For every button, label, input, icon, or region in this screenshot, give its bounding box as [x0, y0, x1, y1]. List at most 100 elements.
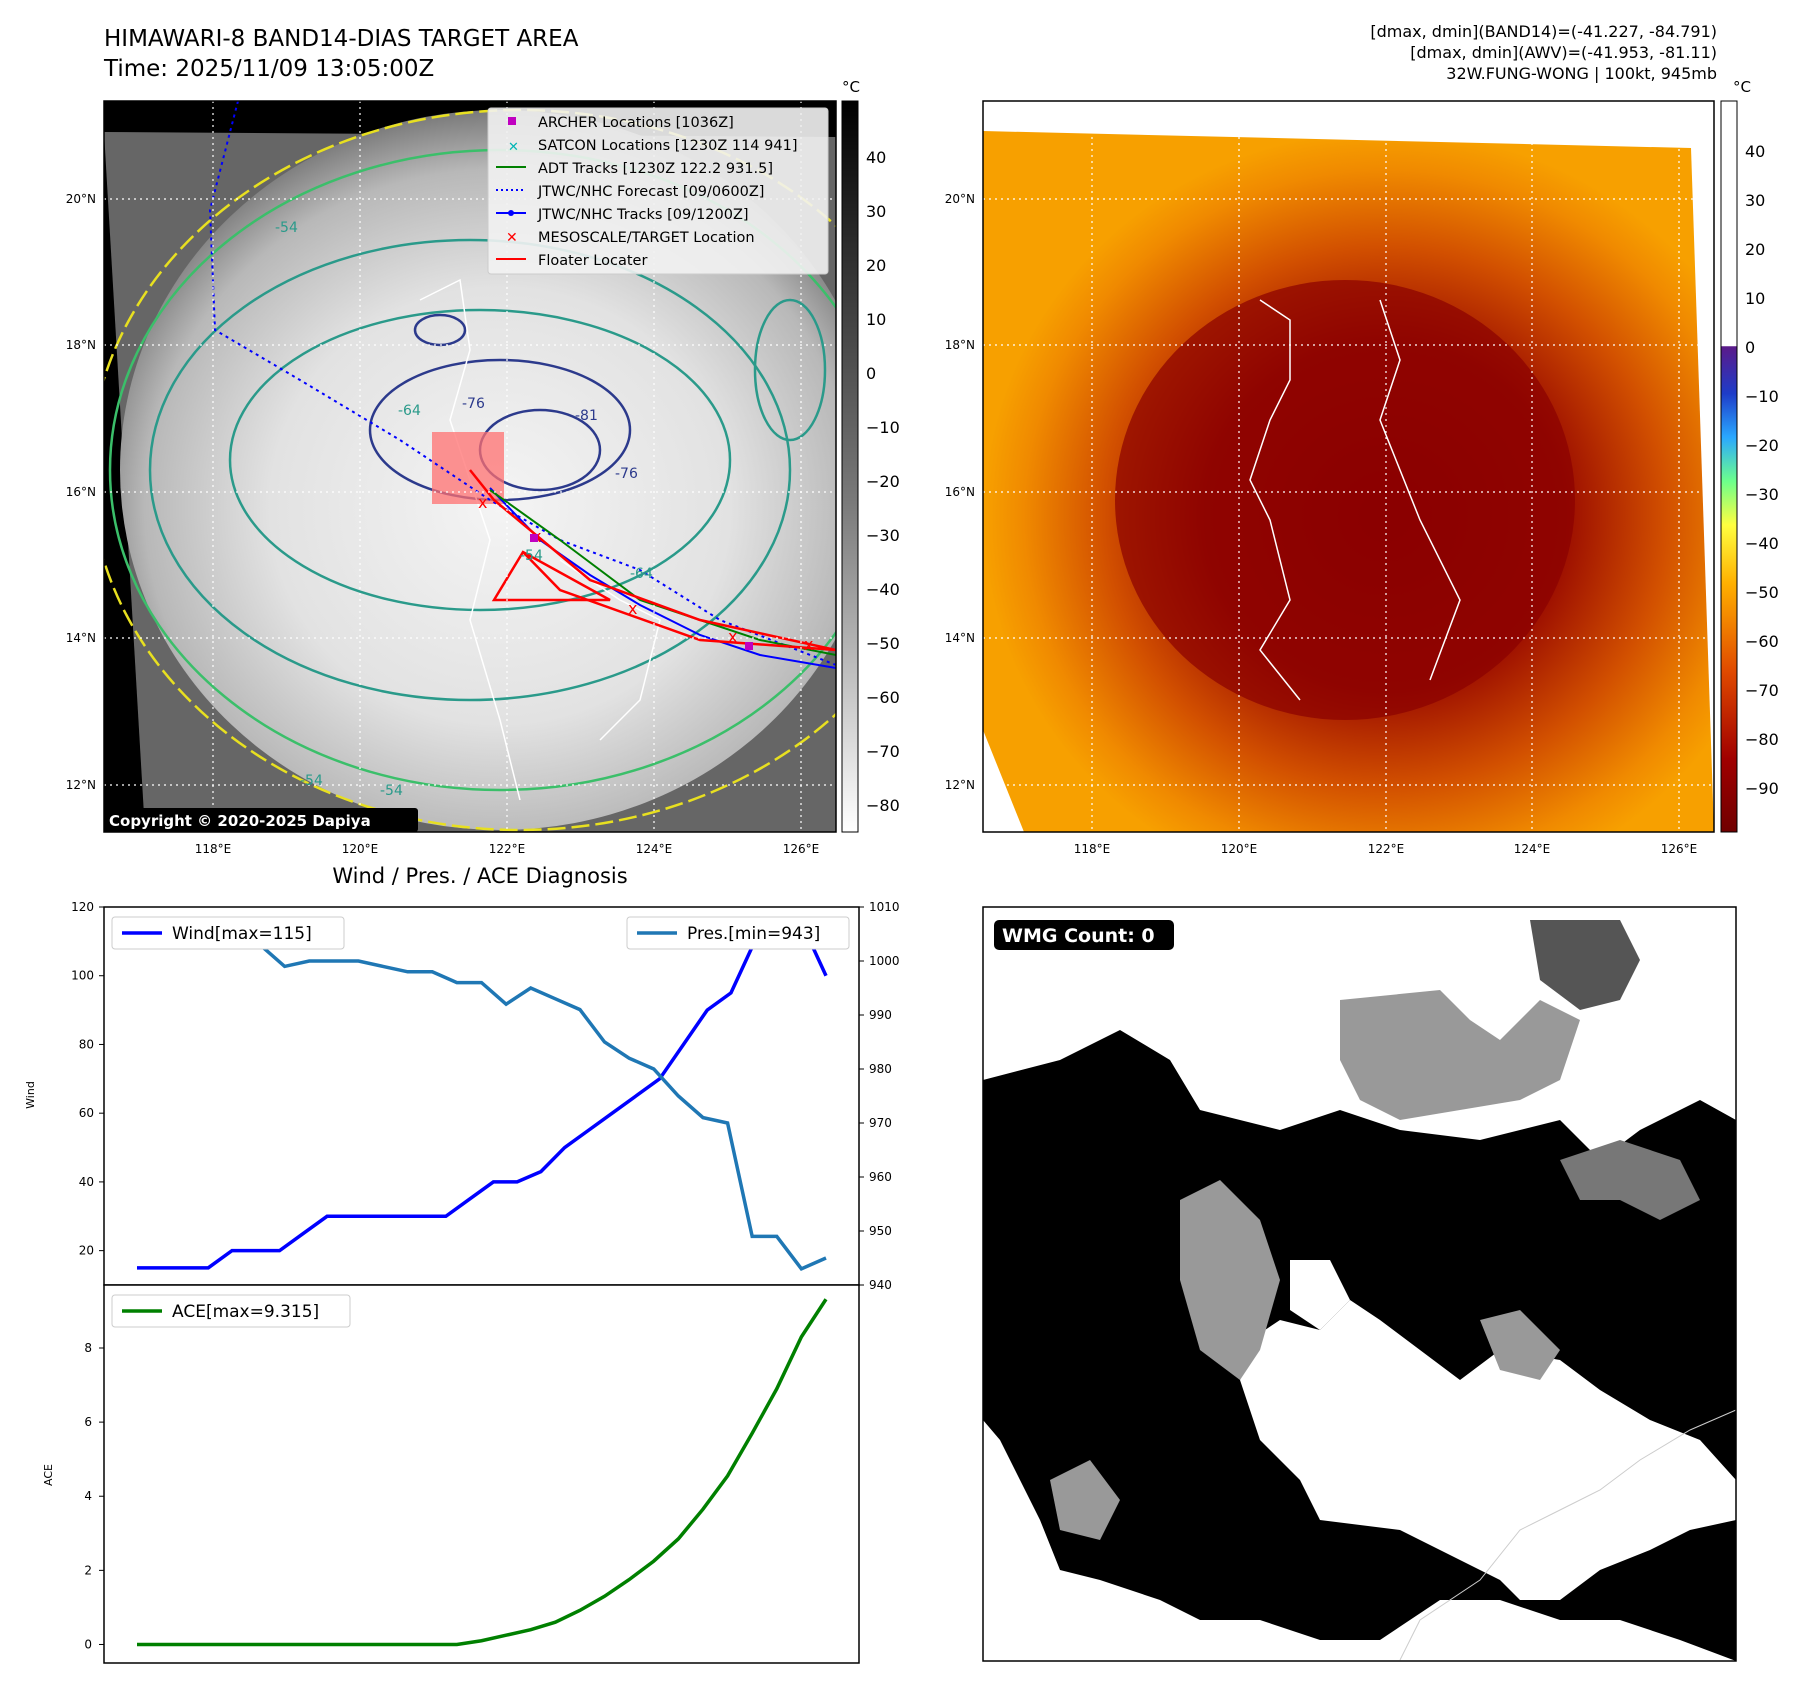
wind-tick-label: 20 [79, 1244, 94, 1258]
svg-text:124°E: 124°E [1514, 842, 1551, 856]
pressure-legend-label: Pres.[min=943] [687, 924, 820, 944]
figure-title: HIMAWARI-8 BAND14-DIAS TARGET AREA [104, 26, 579, 52]
svg-text:20°N: 20°N [66, 192, 96, 206]
svg-text:x: x [628, 599, 637, 618]
floater-locater [469, 469, 836, 652]
svg-text:126°E: 126°E [1661, 842, 1698, 856]
pressure-tick-label: 1010 [869, 900, 900, 914]
pressure-tick-label: 970 [869, 1116, 892, 1130]
pressure-tick-label: 940 [869, 1278, 892, 1292]
ace-tick-label: 4 [84, 1489, 92, 1503]
svg-text:−60: −60 [1745, 632, 1779, 651]
svg-text:20°N: 20°N [945, 192, 975, 206]
jtwc-track [489, 487, 836, 669]
wmg-mask [983, 920, 1736, 1661]
svg-text:122°E: 122°E [1368, 842, 1405, 856]
ir-map-panel: xxxxx -54 -64 -76 -81 -76 -54 -64 -54 -5… [66, 78, 1779, 856]
ace-legend-label: ACE[max=9.315] [172, 1302, 319, 1322]
legend-item: Floater Locater [538, 253, 647, 269]
svg-text:0: 0 [866, 364, 876, 383]
gray-colorbar-unit: °C [842, 78, 860, 96]
stat-band14: [dmax, dmin](BAND14)=(-41.227, -84.791) [1370, 22, 1717, 41]
contour-label: -54 [380, 783, 403, 799]
contour-label: -76 [462, 396, 485, 412]
awv-imagery [983, 101, 1714, 832]
svg-text:40: 40 [866, 148, 886, 167]
ace-series-line [137, 1298, 828, 1647]
legend-square-icon [508, 117, 516, 125]
pressure-tick-label: 1000 [869, 954, 900, 968]
svg-text:−70: −70 [866, 742, 900, 761]
svg-text:−50: −50 [1745, 583, 1779, 602]
svg-text:0: 0 [1745, 338, 1755, 357]
svg-text:18°N: 18°N [66, 338, 96, 352]
svg-text:−40: −40 [1745, 534, 1779, 553]
svg-text:120°E: 120°E [342, 842, 379, 856]
pressure-tick-label: 960 [869, 1170, 892, 1184]
legend-item: ARCHER Locations [1036Z] [538, 115, 734, 131]
svg-text:40: 40 [1745, 142, 1765, 161]
svg-text:−30: −30 [866, 526, 900, 545]
svg-text:20: 20 [1745, 240, 1765, 259]
legend-item: MESOSCALE/TARGET Location [538, 230, 755, 246]
svg-text:−50: −50 [866, 634, 900, 653]
left-map-lat-axis: 20°N 18°N 16°N 14°N 12°N [66, 192, 96, 792]
wind-tick-label: 80 [79, 1037, 94, 1051]
left-map-lon-axis: 118°E 120°E 122°E 124°E 126°E [195, 842, 820, 856]
svg-text:18°N: 18°N [945, 338, 975, 352]
ace-axis-label: ACE [42, 1464, 55, 1486]
svg-text:12°N: 12°N [66, 778, 96, 792]
stat-awv: [dmax, dmin](AWV)=(-41.953, -81.11) [1410, 43, 1717, 62]
ace-plot-area [103, 1284, 860, 1664]
ace-tick-label: 6 [84, 1415, 92, 1429]
pressure-tick-label: 990 [869, 1008, 892, 1022]
contour-label: -64 [630, 566, 653, 582]
awv-colorbar-unit: °C [1733, 78, 1751, 96]
pressure-tick-label: 950 [869, 1224, 892, 1238]
contour-label: -76 [615, 466, 638, 482]
svg-text:−60: −60 [866, 688, 900, 707]
wmg-panel: WMG Count: 0 [982, 906, 1737, 1662]
svg-text:20: 20 [866, 256, 886, 275]
gray-colorbar [841, 100, 859, 833]
map-legend: ✕ ✕ ARCHER Locations [1036Z] SATCON Loca… [487, 107, 829, 275]
figure-time: Time: 2025/11/09 13:05:00Z [104, 56, 435, 82]
wind-series-line [137, 921, 828, 1270]
legend-item: SATCON Locations [1230Z 114 941] [538, 138, 797, 154]
svg-text:−20: −20 [866, 472, 900, 491]
awv-colorbar-ticks: 40 30 20 10 0 −10 −20 −30 −40 −50 −60 −7… [1745, 142, 1779, 798]
diagnosis-chart-title: Wind / Pres. / ACE Diagnosis [332, 864, 628, 888]
wmg-count-label: WMG Count: 0 [1002, 925, 1155, 947]
gray-colorbar-ticks: 40 30 20 10 0 −10 −20 −30 −40 −50 −60 −7… [866, 148, 900, 815]
stat-storm: 32W.FUNG-WONG | 100kt, 945mb [1446, 64, 1717, 83]
wind-legend-label: Wind[max=115] [172, 924, 312, 944]
pressure-legend-box [626, 916, 850, 950]
svg-text:16°N: 16°N [66, 485, 96, 499]
right-map-lat-axis: 20°N 18°N 16°N 14°N 12°N [945, 192, 975, 792]
ace-tick-label: 2 [84, 1563, 92, 1577]
svg-text:16°N: 16°N [945, 485, 975, 499]
svg-text:−40: −40 [866, 580, 900, 599]
svg-text:30: 30 [1745, 191, 1765, 210]
svg-text:14°N: 14°N [945, 631, 975, 645]
svg-text:10: 10 [1745, 289, 1765, 308]
ace-tick-label: 0 [84, 1637, 92, 1651]
wind-tick-label: 40 [79, 1175, 94, 1189]
svg-text:126°E: 126°E [783, 842, 820, 856]
legend-item: JTWC/NHC Tracks [09/1200Z] [537, 207, 749, 223]
svg-text:124°E: 124°E [636, 842, 673, 856]
diagnosis-charts: 1201008060402010101000990980970960950940… [24, 900, 900, 1664]
svg-text:−90: −90 [1745, 779, 1779, 798]
contour-label: -54 [520, 548, 543, 564]
legend-item: ADT Tracks [1230Z 122.2 931.5] [538, 161, 773, 177]
wind-axis-label: Wind [24, 1081, 37, 1109]
copyright-label: Copyright © 2020-2025 Dapiya [109, 812, 371, 830]
legend-x-icon: ✕ [508, 140, 519, 155]
svg-text:120°E: 120°E [1221, 842, 1258, 856]
svg-text:−10: −10 [1745, 387, 1779, 406]
svg-text:118°E: 118°E [195, 842, 232, 856]
svg-text:122°E: 122°E [489, 842, 526, 856]
svg-text:−20: −20 [1745, 436, 1779, 455]
wind-tick-label: 120 [71, 900, 94, 914]
legend-x-icon: ✕ [506, 230, 518, 246]
